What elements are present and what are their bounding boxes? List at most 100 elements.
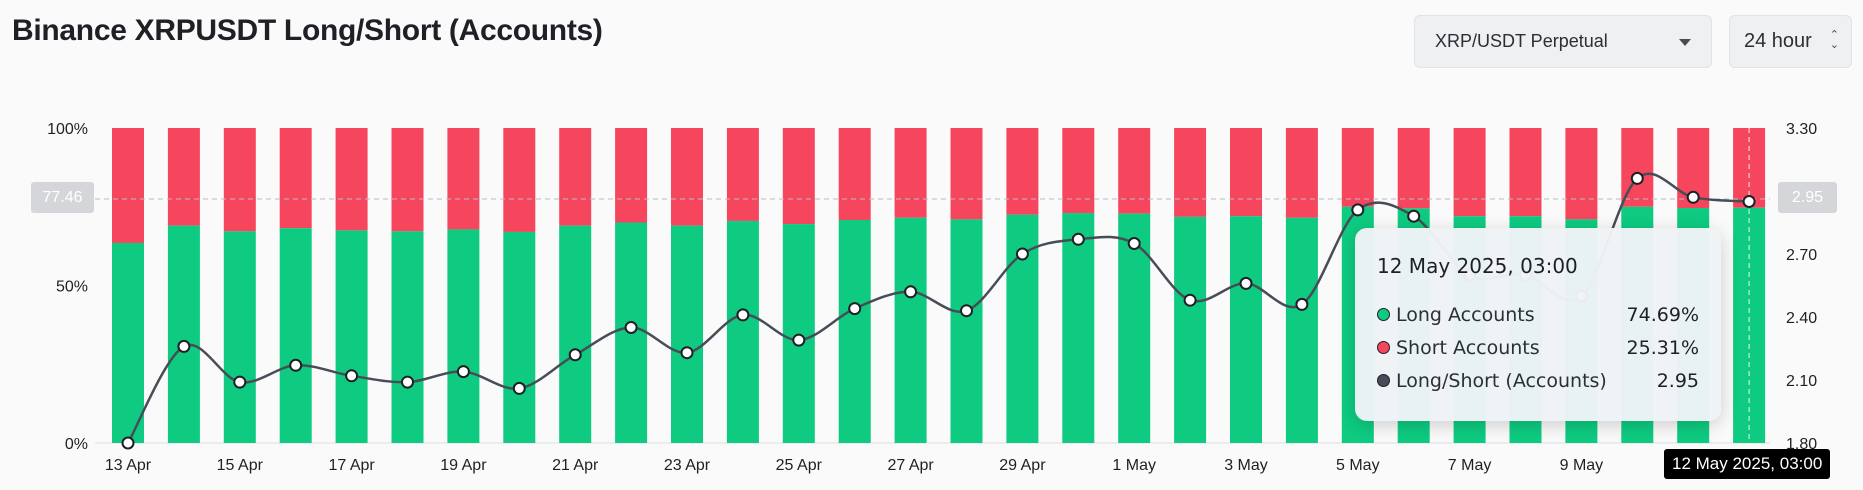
x-axis-tick: 27 Apr — [887, 457, 934, 474]
long-bar — [1174, 216, 1207, 443]
right-axis-tick: 2.40 — [1786, 310, 1817, 327]
short-bar — [279, 128, 312, 229]
long-bar — [671, 225, 703, 443]
x-axis-tick: 19 Apr — [440, 457, 487, 474]
long-bar — [559, 225, 592, 443]
chart-tooltip: 12 May 2025, 03:00 Long Accounts 74.69% … — [1355, 228, 1721, 421]
ratio-point — [568, 348, 582, 362]
short-bar — [391, 128, 424, 232]
sort-updown-icon: ⌃ ⌄ — [1829, 29, 1839, 51]
short-bar — [950, 128, 983, 220]
x-axis-tick: 7 May — [1448, 457, 1492, 474]
symbol-select[interactable]: XRP/USDT Perpetual — [1414, 15, 1712, 68]
ratio-point — [1351, 203, 1365, 217]
right-axis-tick: 3.30 — [1786, 121, 1817, 138]
short-bar — [894, 128, 927, 218]
short-bar — [782, 128, 815, 225]
long-bar — [1062, 213, 1095, 443]
ratio-point — [960, 304, 973, 318]
ratio-point — [848, 302, 862, 316]
x-axis-tick: 25 Apr — [776, 457, 823, 474]
long-bar — [279, 228, 312, 443]
ratio-point — [512, 381, 526, 395]
x-axis-tick: 5 May — [1336, 457, 1380, 474]
short-bar — [447, 128, 480, 230]
crosshair-x-label: 12 May 2025, 03:00 — [1664, 449, 1831, 479]
ratio-point — [1127, 237, 1141, 250]
x-axis-tick: 9 May — [1560, 457, 1604, 474]
short-bar — [1509, 128, 1542, 217]
short-bar — [1341, 128, 1374, 207]
long-bar — [950, 219, 983, 443]
long-bar — [167, 225, 200, 443]
left-axis-tick: 0% — [65, 436, 88, 453]
crosshair-right-label: 2.95 — [1778, 182, 1837, 213]
x-axis-tick: 1 May — [1112, 457, 1156, 474]
x-axis-tick: 15 Apr — [217, 457, 264, 474]
long-bar — [782, 224, 815, 443]
short-bar — [1118, 128, 1151, 214]
short-bar — [838, 128, 871, 220]
ratio-point — [1183, 293, 1197, 307]
ratio-point — [1295, 297, 1309, 311]
ratio-point — [736, 308, 750, 322]
short-bar — [1453, 128, 1486, 217]
page-title: Binance XRPUSDT Long/Short (Accounts) — [12, 14, 603, 47]
long-bar — [391, 231, 424, 443]
ratio-point — [792, 333, 806, 347]
tooltip-value: 25.31% — [1626, 336, 1699, 359]
ratio-point — [1630, 171, 1644, 185]
short-bar — [167, 128, 200, 226]
tooltip-value: 74.69% — [1626, 303, 1699, 326]
left-axis-tick: 100% — [47, 121, 88, 138]
ratio-point — [1742, 195, 1756, 208]
ratio-point — [1071, 232, 1085, 246]
ratio-point — [1239, 276, 1253, 290]
short-bar — [1230, 128, 1262, 217]
tooltip-row-short: Short Accounts 25.31% — [1377, 331, 1699, 364]
short-bar — [1174, 128, 1207, 217]
interval-select[interactable]: 24 hour ⌃ ⌄ — [1729, 15, 1852, 68]
x-axis-tick: 29 Apr — [999, 457, 1046, 474]
long-bar — [838, 219, 871, 443]
chevron-down-icon — [1679, 39, 1691, 46]
short-legend-dot — [1377, 341, 1390, 354]
long-legend-dot — [1377, 308, 1390, 321]
short-bar — [335, 128, 368, 231]
right-axis-tick: 1.80 — [1786, 436, 1817, 453]
left-axis-tick: 50% — [56, 279, 88, 296]
tooltip-label: Long Accounts — [1396, 303, 1535, 326]
ratio-point — [624, 321, 638, 334]
tooltip-value: 2.95 — [1656, 369, 1699, 392]
long-bar — [1285, 217, 1318, 443]
ratio-legend-dot — [1377, 374, 1390, 387]
tooltip-label: Short Accounts — [1396, 336, 1540, 359]
ratio-point — [1686, 190, 1700, 204]
short-bar — [671, 128, 703, 226]
right-axis-tick: 2.70 — [1786, 247, 1817, 264]
short-bar — [726, 128, 759, 221]
short-bar — [503, 128, 536, 232]
ratio-point — [904, 285, 918, 299]
ratio-point — [289, 358, 303, 372]
x-axis-tick: 17 Apr — [328, 457, 375, 474]
long-bar — [447, 229, 480, 443]
x-axis-tick: 21 Apr — [552, 457, 599, 474]
long-bar — [894, 217, 927, 443]
ratio-point — [177, 339, 191, 353]
ratio-point — [345, 369, 359, 383]
ratio-point — [680, 346, 694, 360]
ratio-point — [1407, 209, 1421, 223]
short-bar — [1285, 128, 1318, 218]
short-bar — [615, 128, 648, 223]
short-bar — [1397, 128, 1430, 209]
right-axis-tick: 2.10 — [1786, 373, 1817, 390]
interval-select-label: 24 hour — [1744, 30, 1812, 52]
long-bar — [503, 231, 536, 443]
tooltip-label: Long/Short (Accounts) — [1396, 369, 1607, 392]
x-axis-tick: 23 Apr — [664, 457, 711, 474]
short-bar — [1062, 128, 1095, 214]
symbol-select-label: XRP/USDT Perpetual — [1435, 31, 1608, 51]
long-bar — [223, 231, 256, 443]
long-bar — [112, 242, 144, 443]
